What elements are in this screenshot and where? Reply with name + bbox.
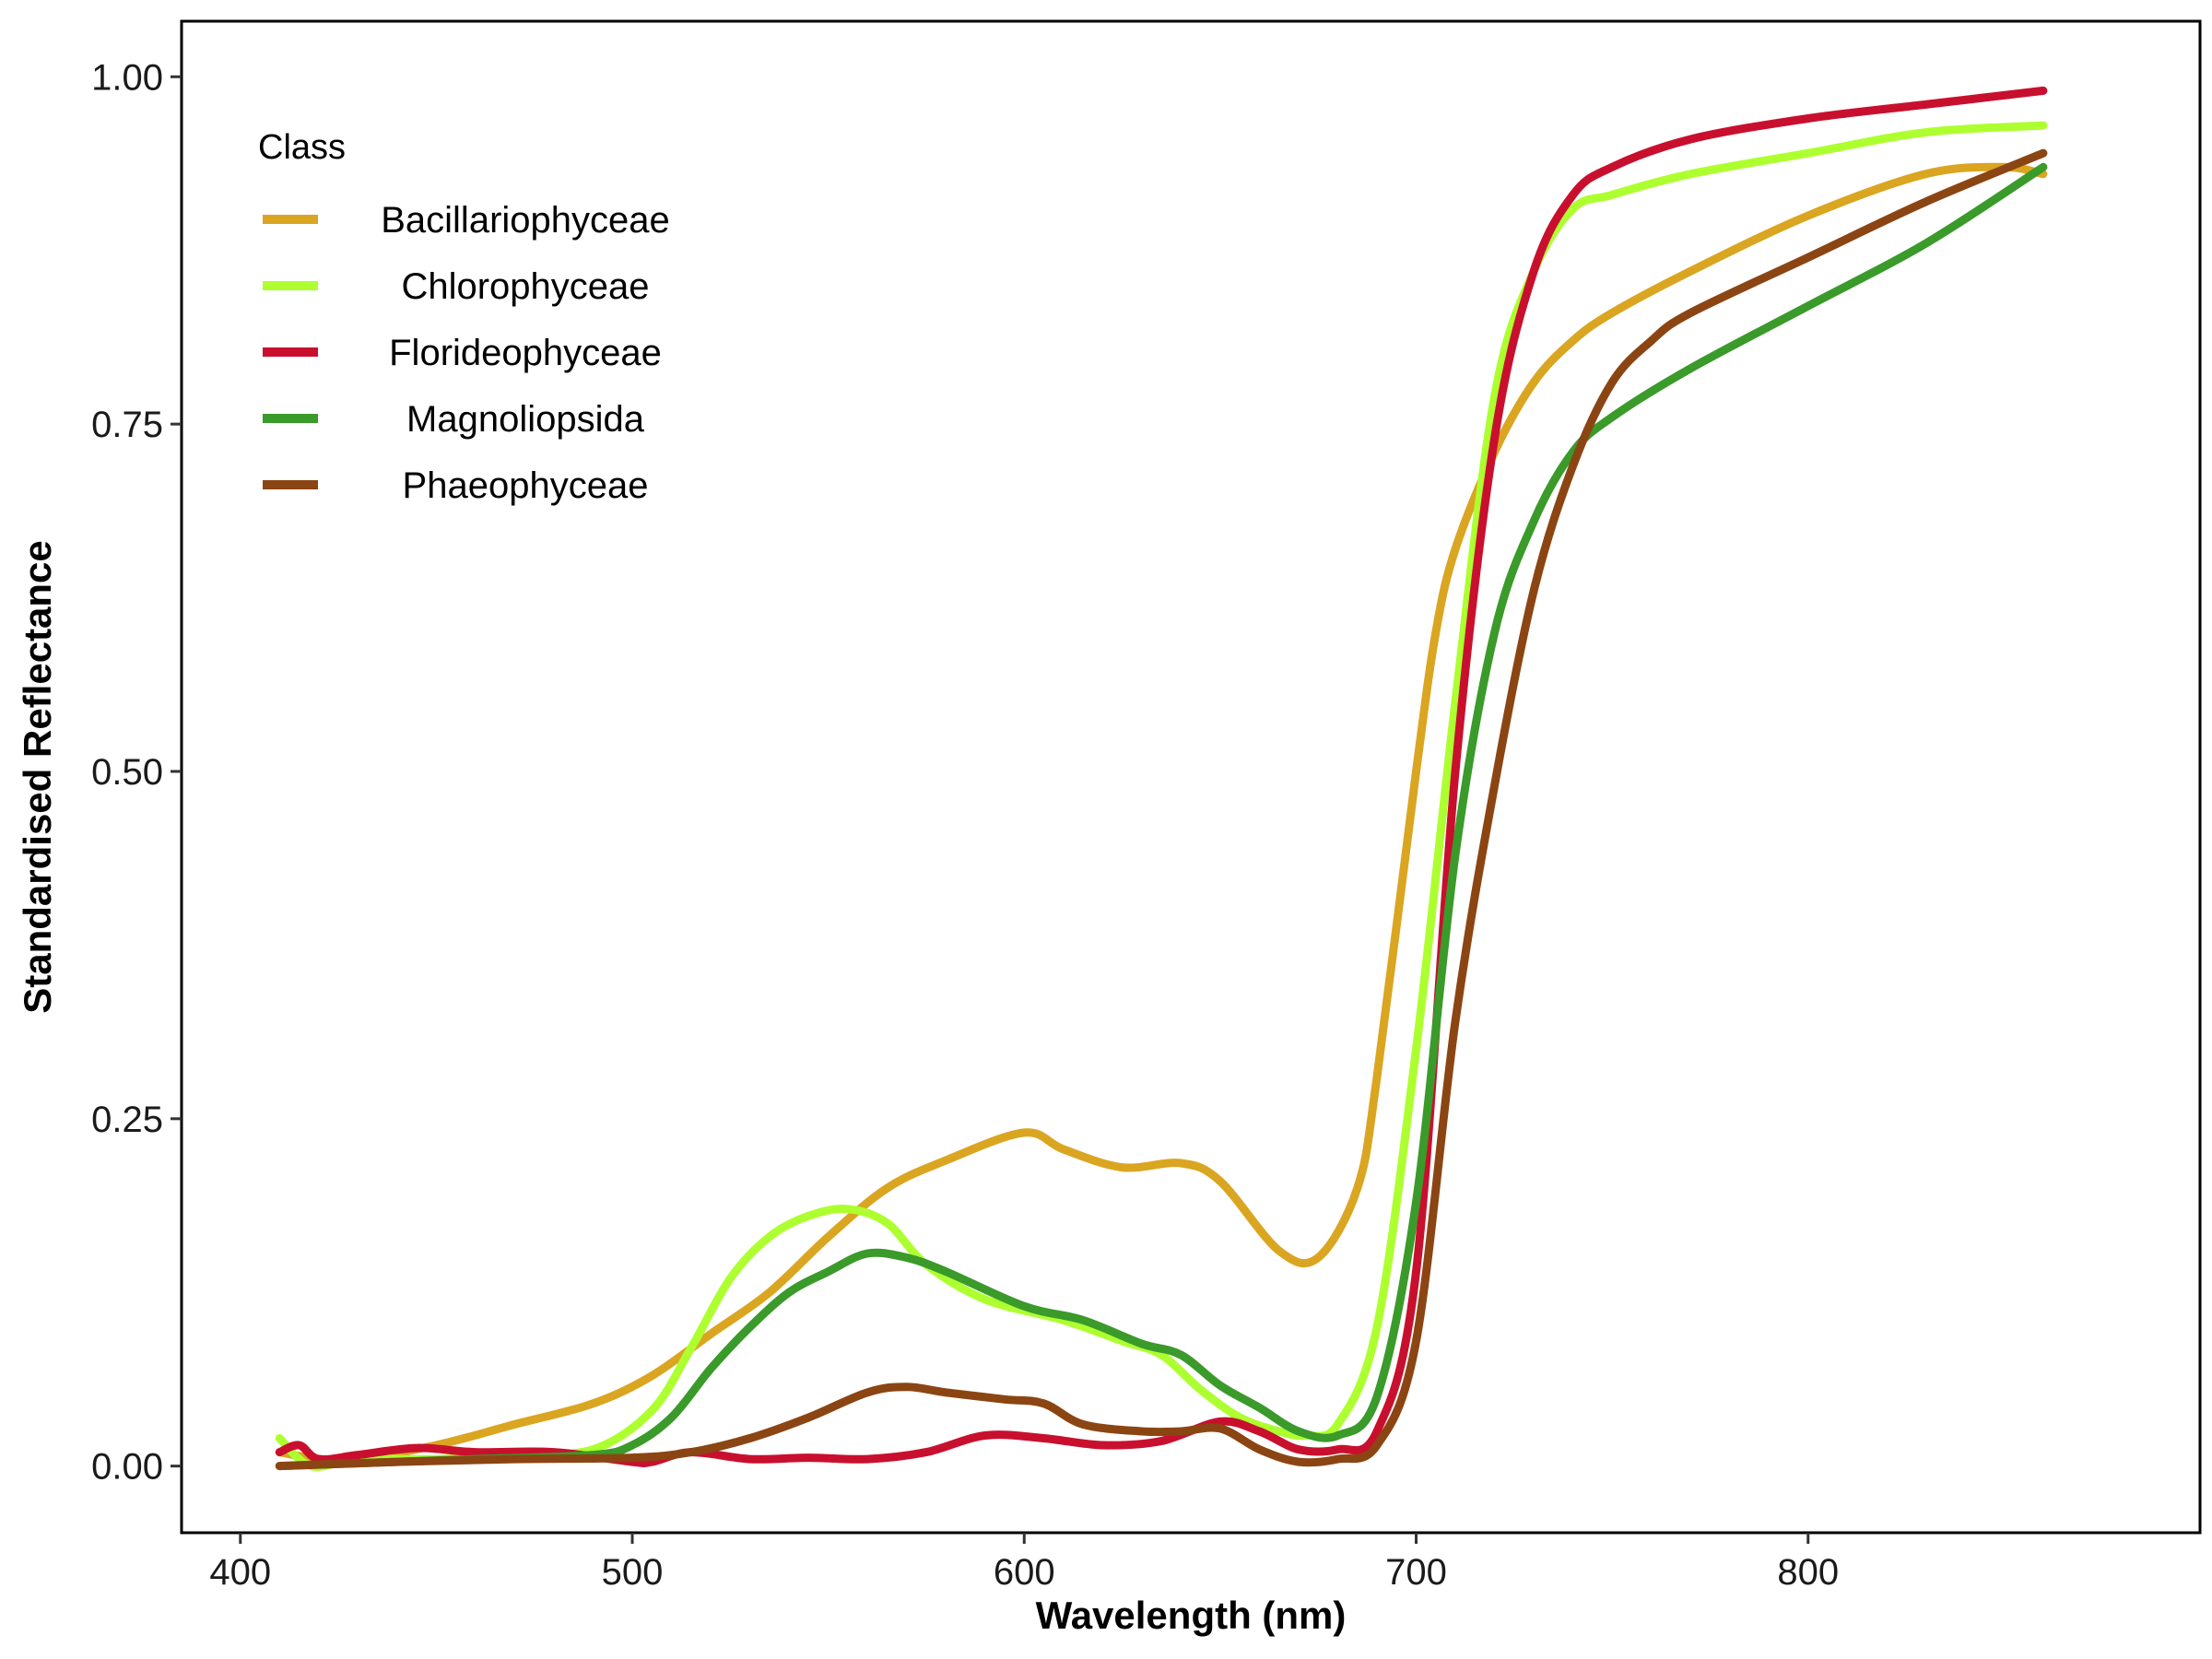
y-axis: 0.00 0.25 0.50 0.75 1.00 [91,57,182,1488]
legend-label-0: Bacillariophyceae [381,200,670,241]
series-line-0 [275,162,2048,1465]
legend-label-1: Chlorophyceae [401,266,649,307]
y-tick-label: 1.00 [91,57,163,98]
y-tick-label: 0.75 [91,405,163,445]
x-tick-label: 400 [209,1552,271,1593]
legend-title: Class [258,128,346,167]
x-axis-title: Wavelength (nm) [1036,1594,1347,1637]
plot-panel-border [180,19,2202,1535]
legend-label-4: Phaeophyceae [403,465,649,506]
x-tick-label: 700 [1385,1552,1447,1593]
y-tick-label: 0.00 [91,1447,163,1488]
legend-label-2: Florideophyceae [389,333,662,373]
series-line-4 [275,148,2048,1471]
x-axis: 400 500 600 700 800 [209,1533,1839,1593]
y-tick-label: 0.50 [91,752,163,793]
series-layer [275,86,2048,1471]
series-line-1 [275,121,2048,1471]
x-tick-label: 800 [1777,1552,1839,1593]
x-tick-label: 600 [994,1552,1055,1593]
legend: Class Bacillariophyceae Chlorophyceae Flor… [258,128,670,506]
y-axis-title: Standardised Reflectance [16,540,59,1014]
legend-label-3: Magnoliopsida [406,399,645,440]
x-tick-label: 500 [602,1552,664,1593]
y-tick-label: 0.25 [91,1100,163,1140]
